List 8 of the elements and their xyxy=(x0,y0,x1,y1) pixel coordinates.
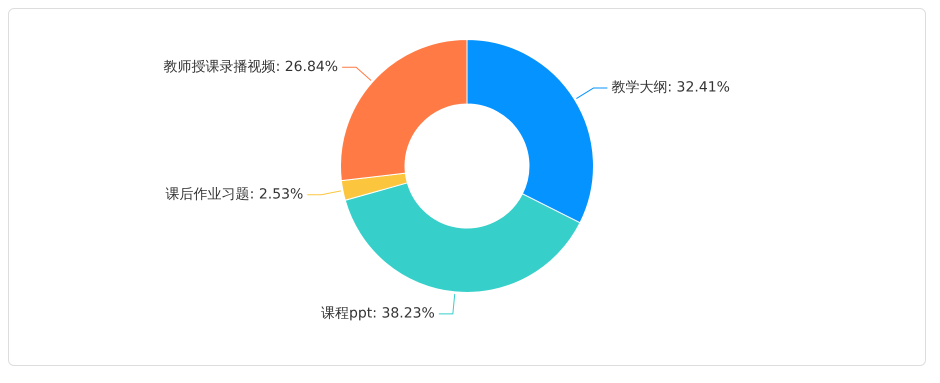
data-label: : 2.53% xyxy=(250,186,304,202)
data-label: : 26.84% xyxy=(276,58,338,75)
data-label: : 38.23% xyxy=(372,305,435,322)
slice-label: 课程ppt xyxy=(321,305,373,322)
slice-label: 课后作业习题 xyxy=(166,186,250,202)
slice-label: 教学大纲 xyxy=(611,80,668,96)
data-label: : 32.41% xyxy=(667,80,730,96)
slice-label: 教师授课录播视频 xyxy=(164,58,276,75)
